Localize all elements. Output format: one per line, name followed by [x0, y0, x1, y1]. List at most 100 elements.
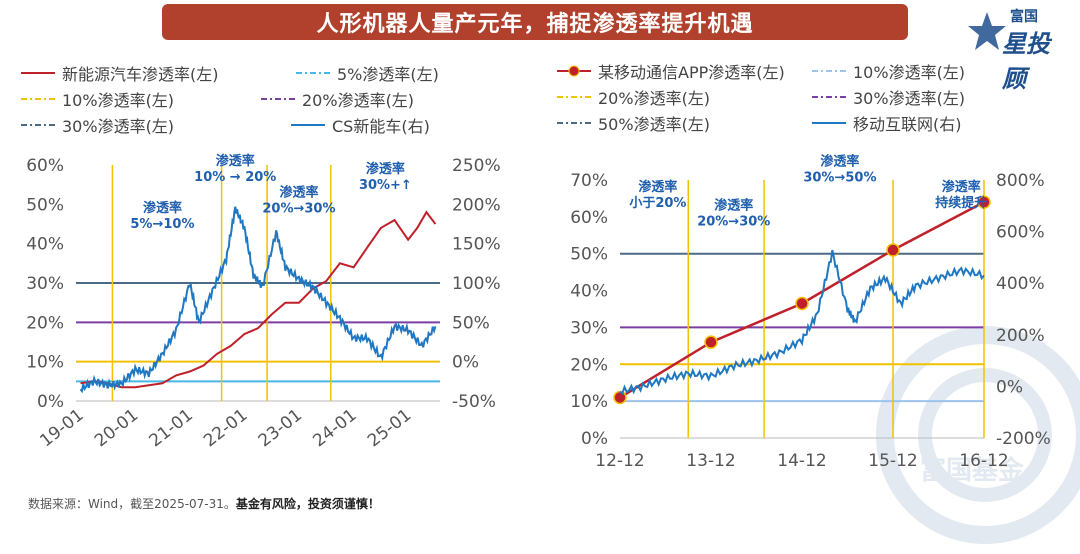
legend-swatch [557, 96, 591, 98]
y-right-tick-label: 200% [452, 195, 501, 215]
y-right-tick-label: 600% [996, 223, 1045, 243]
phase-annotation: 渗透率 [714, 197, 753, 213]
legend-label: 20%渗透率(左) [302, 91, 415, 110]
left-chart-legend: 新能源汽车渗透率(左) 5%渗透率(左) 10%渗透率(左) 20%渗透率(左) 30%… [20, 62, 500, 146]
brand-logo: 富国 星投顾 [966, 6, 1072, 93]
legend-item: 50%渗透率(左) [556, 112, 710, 134]
star-icon [968, 12, 1006, 50]
legend-label: 5%渗透率(左) [337, 65, 439, 84]
legend-item: 20%渗透率(左) [260, 88, 414, 110]
legend-label: 移动互联网(右) [853, 115, 962, 134]
x-tick-label: 14-12 [777, 451, 826, 471]
x-tick-label: 22-01 [200, 405, 251, 451]
y-left-tick-label: 0% [581, 429, 608, 449]
series-line [79, 206, 437, 394]
legend-label: 50%渗透率(左) [598, 115, 711, 134]
y-left-tick-label: 30% [26, 274, 64, 294]
y-left-tick-label: 30% [570, 318, 608, 338]
legend-item: 新能源汽车渗透率(左) [20, 62, 219, 84]
phase-annotation: 渗透率 [143, 200, 182, 216]
legend-label: 某移动通信APP渗透率(左) [598, 63, 785, 82]
y-left-tick-label: 10% [570, 392, 608, 412]
phase-annotation: 20%→30% [262, 201, 335, 216]
x-tick-label: 25-01 [364, 405, 415, 451]
legend-label: CS新能车(右) [332, 117, 430, 136]
y-left-tick-label: 40% [570, 282, 608, 302]
legend-label: 10%渗透率(左) [853, 63, 966, 82]
legend-swatch [296, 72, 330, 74]
y-right-tick-label: 100% [452, 274, 501, 294]
legend-label: 新能源汽车渗透率(左) [62, 65, 219, 84]
phase-annotation: 渗透率 [279, 184, 318, 200]
y-left-tick-label: 50% [570, 245, 608, 265]
footer-warning: 基金有风险，投资须谨慎！ [235, 497, 380, 511]
legend-swatch [21, 72, 55, 74]
y-right-tick-label: 150% [452, 235, 501, 255]
footer-note: 数据来源：Wind，截至2025-07-31。基金有风险，投资须谨慎！ [28, 495, 380, 512]
legend-item: 20%渗透率(左) [556, 86, 710, 108]
phase-annotation: 渗透率 [942, 179, 981, 195]
legend-item: CS新能车(右) [290, 114, 430, 136]
phase-annotation: 渗透率 [820, 153, 859, 169]
y-right-tick-label: 250% [452, 156, 501, 176]
phase-annotation: 渗透率 [366, 161, 405, 177]
phase-annotation: 5%→10% [130, 217, 194, 232]
legend-label: 10%渗透率(左) [62, 91, 175, 110]
y-right-tick-label: 50% [452, 313, 490, 333]
legend-swatch [812, 70, 846, 72]
y-left-tick-label: 60% [570, 208, 608, 228]
phase-annotation: 持续提升 [935, 195, 987, 211]
phase-annotation: 30%+↑ [359, 178, 412, 193]
y-left-tick-label: 60% [26, 156, 64, 176]
y-left-tick-label: 0% [37, 392, 64, 412]
y-left-tick-label: 20% [26, 313, 64, 333]
logo-main-text: 星投顾 [1002, 30, 1050, 93]
legend-item: 5%渗透率(左) [295, 62, 439, 84]
y-left-tick-label: 10% [26, 353, 64, 373]
x-tick-label: 23-01 [255, 405, 306, 451]
legend-swatch [557, 65, 591, 77]
legend-label: 30%渗透率(左) [62, 117, 175, 136]
legend-item: 30%渗透率(左) [20, 114, 174, 136]
legend-swatch [21, 98, 55, 100]
phase-annotation: 渗透率 [216, 153, 255, 169]
logo-top-text: 富国 [1010, 9, 1038, 25]
page-title: 人形机器人量产元年，捕捉渗透率提升机遇 [316, 12, 754, 37]
x-tick-label: 20-01 [91, 405, 142, 451]
series-marker [704, 335, 718, 349]
series-marker [613, 390, 627, 405]
page-title-banner: 人形机器人量产元年，捕捉渗透率提升机遇 [162, 4, 908, 40]
y-right-tick-label: 400% [996, 274, 1045, 294]
phase-annotation: 小于20% [629, 196, 686, 211]
x-tick-label: 15-12 [868, 451, 917, 471]
legend-label: 30%渗透率(左) [853, 89, 966, 108]
x-tick-label: 16-12 [959, 451, 1008, 471]
phase-annotation: 渗透率 [638, 179, 677, 195]
x-tick-label: 21-01 [146, 405, 197, 451]
legend-swatch [812, 96, 846, 98]
legend-swatch [291, 124, 325, 126]
legend-swatch [812, 122, 846, 124]
series-marker [795, 296, 809, 311]
footer-source: 数据来源：Wind，截至2025-07-31。 [28, 497, 236, 511]
legend-swatch [261, 98, 295, 100]
legend-swatch [21, 124, 55, 126]
y-right-tick-label: 200% [996, 326, 1045, 346]
series-line [80, 210, 437, 389]
y-right-tick-label: -50% [452, 392, 496, 412]
legend-item: 某移动通信APP渗透率(左) [556, 60, 785, 82]
y-right-tick-label: -200% [996, 429, 1051, 449]
series-marker [886, 243, 900, 257]
x-tick-label: 19-01 [36, 405, 87, 451]
legend-label: 20%渗透率(左) [598, 89, 711, 108]
y-left-tick-label: 70% [570, 171, 608, 191]
watermark-text: 富国基金 [920, 456, 1025, 486]
series-line [619, 249, 985, 396]
y-left-tick-label: 50% [26, 195, 64, 215]
phase-annotation: 20%→30% [697, 214, 770, 229]
y-left-tick-label: 40% [26, 235, 64, 255]
series-marker [977, 195, 991, 209]
phase-annotation: 10% → 20% [194, 170, 276, 185]
legend-item: 移动互联网(右) [811, 112, 962, 134]
legend-item: 30%渗透率(左) [811, 86, 965, 108]
